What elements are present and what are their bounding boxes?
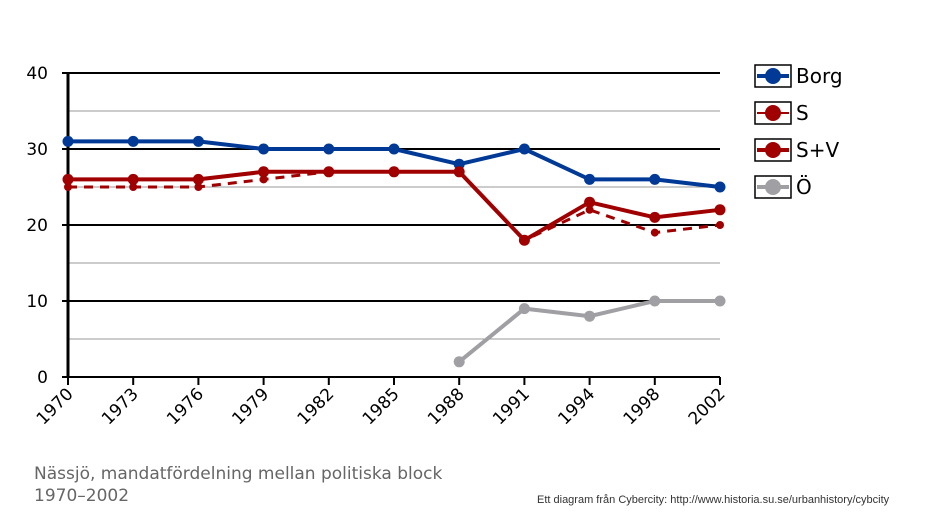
series-line-S+V — [68, 169, 721, 243]
data-point-S+V — [127, 173, 139, 185]
data-point-S+V — [62, 173, 74, 185]
legend-label: S — [796, 101, 809, 125]
legend-marker — [765, 68, 781, 84]
x-tick-label: 1994 — [554, 384, 599, 429]
data-point-Borg — [127, 135, 139, 147]
legend-marker — [765, 105, 781, 121]
data-point-S+V — [518, 234, 530, 246]
data-point-Borg — [649, 173, 661, 185]
data-point-S — [64, 183, 72, 191]
data-point-S — [585, 205, 594, 214]
data-point-S — [650, 228, 659, 237]
x-tick-label: 1979 — [228, 384, 273, 429]
legend-label: Borg — [796, 64, 843, 88]
data-point-Borg — [584, 173, 596, 185]
x-tick-label: 1991 — [489, 384, 534, 429]
data-point-S — [716, 221, 724, 229]
chart-credit: Ett diagram från Cybercity: http://www.h… — [537, 494, 890, 506]
y-tick-label: 30 — [26, 140, 48, 160]
legend-label: S+V — [796, 138, 839, 162]
data-point-S+V — [388, 166, 400, 178]
data-point-S+V — [192, 173, 204, 185]
y-tick-label: 40 — [26, 64, 48, 84]
legend-marker — [765, 142, 781, 158]
data-point-S+V — [584, 196, 596, 208]
y-tick-label: 10 — [26, 292, 48, 312]
data-point-Borg — [518, 143, 530, 155]
data-point-Borg — [714, 181, 726, 193]
x-tick-label: 1988 — [424, 384, 469, 429]
series-line-S — [68, 170, 721, 243]
data-point-S+V — [258, 166, 270, 178]
legend-marker — [765, 179, 781, 195]
data-point-S+V — [323, 166, 335, 178]
x-tick-label: 1970 — [33, 384, 78, 429]
legend-label: Ö — [796, 175, 812, 199]
data-point-Borg — [258, 143, 270, 155]
data-point-Borg — [388, 143, 400, 155]
data-point-Ö — [518, 303, 530, 315]
x-tick-label: 2002 — [685, 384, 730, 429]
data-point-S+V — [714, 204, 726, 216]
x-tick-label: 1985 — [359, 384, 404, 429]
chart-title: Nässjö, mandatfördelning mellan politisk… — [34, 464, 443, 506]
data-point-Borg — [453, 158, 465, 170]
data-point-Ö — [584, 310, 596, 322]
data-point-S+V — [649, 211, 661, 223]
x-tick-label: 1998 — [620, 384, 665, 429]
data-point-Ö — [453, 356, 465, 368]
x-tick-label: 1982 — [294, 384, 339, 429]
data-point-S — [129, 183, 138, 191]
y-tick-label: 20 — [26, 216, 48, 236]
data-point-Ö — [649, 295, 661, 307]
x-tick-label: 1973 — [98, 384, 143, 429]
data-point-Borg — [62, 135, 74, 147]
x-tick-label: 1976 — [163, 384, 208, 429]
data-point-Borg — [323, 143, 335, 155]
data-point-S — [259, 175, 268, 184]
data-point-Borg — [192, 135, 204, 147]
series-line-Ö — [457, 299, 720, 364]
data-point-Ö — [714, 295, 726, 307]
data-point-S+V — [453, 166, 465, 178]
data-point-S — [194, 183, 203, 191]
y-tick-label: 0 — [37, 368, 48, 388]
